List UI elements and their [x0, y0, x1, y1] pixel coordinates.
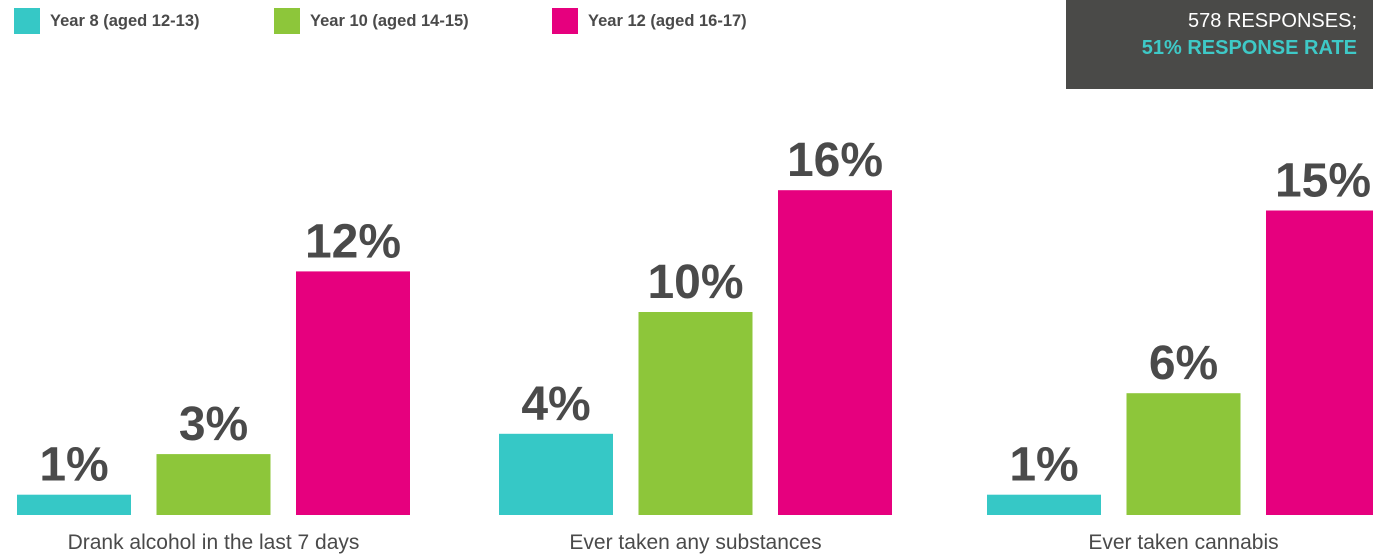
bar-2-2 [638, 312, 753, 515]
legend-swatch-year-8 [14, 8, 40, 34]
response-info-box: 578 RESPONSES; 51% RESPONSE RATE [1066, 0, 1373, 89]
bar-3-3 [1266, 210, 1373, 515]
bar-1-3 [296, 271, 410, 515]
bar-3-2 [1126, 393, 1241, 515]
legend-item-year-8: Year 8 (aged 12-13) [14, 8, 200, 34]
bar-value-label-2-2: 10% [647, 256, 743, 309]
bar-value-label-3-1: 1% [1009, 439, 1078, 492]
bar-value-label-1-1: 1% [39, 439, 108, 492]
bar-value-label-2-1: 4% [521, 378, 590, 431]
legend-swatch-year-12 [552, 8, 578, 34]
legend-item-year-12: Year 12 (aged 16-17) [552, 8, 747, 34]
bar-value-label-3-2: 6% [1149, 337, 1218, 390]
bar-value-label-1-3: 12% [305, 215, 401, 268]
category-label-3: Ever taken cannabis [1088, 531, 1278, 554]
bar-2-3 [778, 190, 892, 515]
bar-value-label-3-3: 15% [1275, 155, 1371, 208]
bar-3-1 [987, 494, 1101, 515]
bar-value-label-1-2: 3% [179, 398, 248, 451]
category-label-1: Drank alcohol in the last 7 days [68, 531, 360, 554]
legend-label-year-12: Year 12 (aged 16-17) [588, 11, 747, 30]
response-rate: 51% RESPONSE RATE [1141, 37, 1357, 59]
legend-label-year-8: Year 8 (aged 12-13) [50, 11, 200, 30]
legend-label-year-10: Year 10 (aged 14-15) [310, 11, 469, 30]
bar-value-label-2-3: 16% [787, 134, 883, 187]
legend-item-year-10: Year 10 (aged 14-15) [274, 8, 469, 34]
legend-swatch-year-10 [274, 8, 300, 34]
response-count: 578 RESPONSES; [1188, 10, 1357, 32]
bar-1-1 [17, 494, 131, 515]
bar-1-2 [156, 454, 271, 515]
bar-2-1 [499, 433, 613, 515]
category-label-2: Ever taken any substances [569, 531, 821, 554]
